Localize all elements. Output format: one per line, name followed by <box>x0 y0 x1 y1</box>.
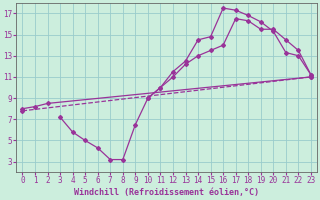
X-axis label: Windchill (Refroidissement éolien,°C): Windchill (Refroidissement éolien,°C) <box>74 188 259 197</box>
